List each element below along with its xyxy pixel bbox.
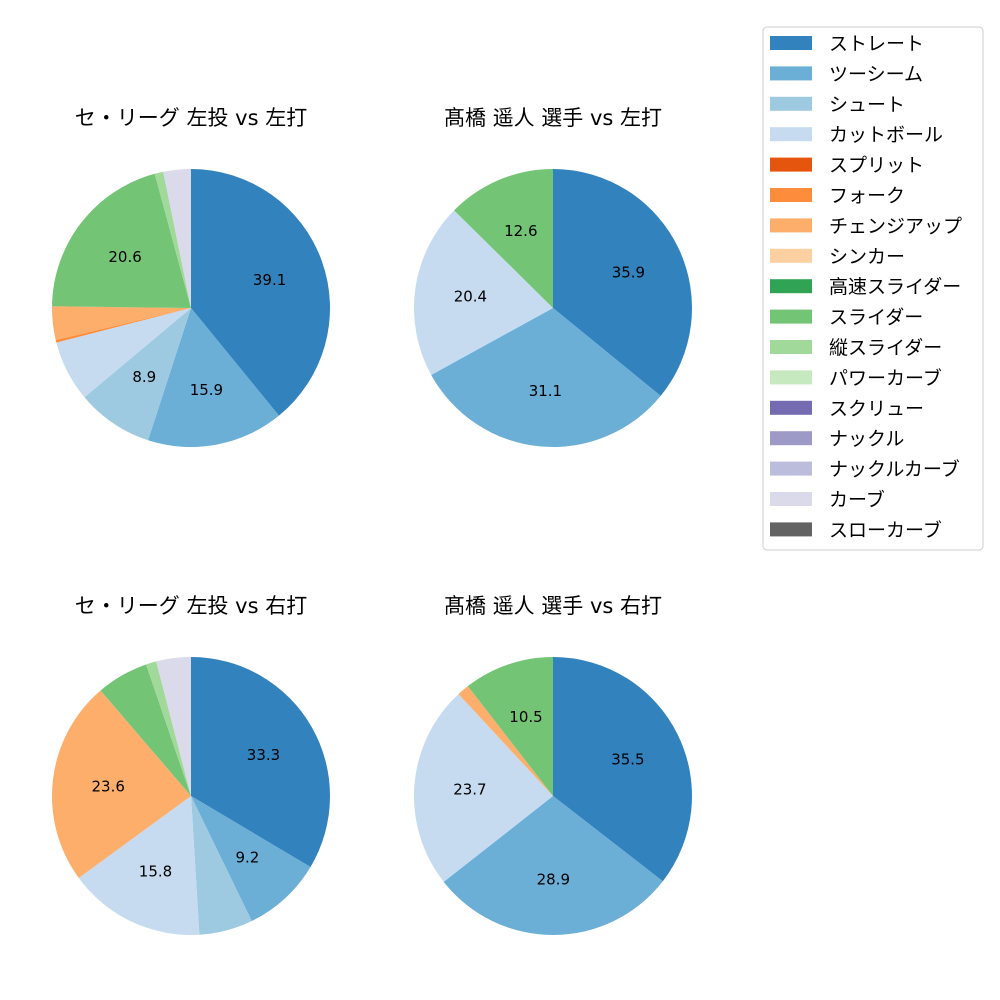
pie-slice-フォーク: [55, 308, 191, 343]
legend-label: スライダー: [829, 307, 923, 329]
legend: ストレートツーシームシュートカットボールスプリットフォークチェンジアップシンカー…: [762, 26, 984, 551]
legend-swatch: [770, 461, 812, 476]
legend-label: チェンジアップ: [829, 215, 962, 237]
legend-label: 縦スライダー: [829, 337, 942, 359]
pie-chart-1: セ・リーグ 左投 vs 左打 39.1 15.9 8.9 20.6: [51, 106, 331, 448]
slice-data-label: 12.6: [504, 222, 537, 240]
legend-swatch: [770, 157, 812, 172]
legend-label: ツーシーム: [829, 63, 923, 85]
legend-swatch: [770, 188, 812, 202]
chart-title: セ・リーグ 左投 vs 左打: [75, 106, 307, 130]
pie-slice-ツーシーム: [443, 796, 663, 935]
pie-slice-ストレート: [191, 169, 331, 416]
chart-title: セ・リーグ 左投 vs 右打: [75, 594, 307, 618]
legend-label: シンカー: [829, 246, 905, 268]
legend-swatch: [770, 431, 812, 446]
legend-label: スクリュー: [829, 398, 924, 420]
pie-slice-カーブ: [163, 169, 191, 308]
slice-data-label: 20.4: [454, 288, 487, 306]
chart-title: 髙橋 遥人 選手 vs 左打: [444, 106, 662, 130]
pie-slice-スライダー: [100, 664, 191, 796]
pie-slice-シュート: [84, 308, 191, 441]
slice-data-label: 35.5: [611, 750, 644, 768]
pie-slice-カーブ: [156, 657, 191, 796]
pie-slice-縦スライダー: [154, 171, 191, 308]
pie-slice-スライダー: [454, 169, 553, 308]
slice-data-label: 39.1: [253, 271, 286, 289]
pie-slice-カットボール: [78, 796, 200, 936]
legend-label: ストレート: [829, 33, 924, 55]
slice-data-label: 35.9: [612, 263, 645, 281]
legend-swatch: [770, 96, 812, 111]
slice-data-label: 8.9: [132, 368, 156, 386]
pie-slice-カットボール: [413, 210, 553, 375]
legend-swatch: [770, 66, 812, 81]
pie-slice-ツーシーム: [191, 796, 311, 922]
legend-label: 高速スライダー: [829, 276, 961, 298]
legend-swatch: [770, 36, 812, 50]
legend-swatch: [770, 309, 812, 324]
pie-slice-シュート: [191, 796, 252, 935]
pie-slice-ストレート: [191, 657, 331, 868]
slice-data-label: 15.8: [139, 863, 172, 881]
pie-slice-スライダー: [52, 173, 192, 308]
legend-swatch: [770, 400, 812, 415]
pie-slice-カットボール: [414, 694, 553, 882]
slice-data-label: 20.6: [108, 248, 141, 266]
legend-label: フォーク: [829, 185, 905, 207]
slice-data-label: 9.2: [235, 848, 259, 866]
pie-slice-縦スライダー: [146, 661, 191, 796]
legend-swatch: [770, 492, 812, 506]
legend-swatch: [770, 340, 812, 354]
legend-swatch: [770, 370, 812, 385]
legend-label: カーブ: [829, 488, 885, 511]
pie-chart-4: 髙橋 遥人 選手 vs 右打 35.5 28.9 23.7 10.5: [414, 594, 692, 935]
chart-title: 髙橋 遥人 選手 vs 右打: [444, 594, 662, 618]
pie-slice-チェンジアップ: [51, 306, 192, 341]
slice-data-label: 23.6: [91, 777, 124, 795]
legend-label: カットボール: [829, 124, 943, 146]
legend-frame: [762, 26, 984, 551]
legend-swatch: [770, 522, 812, 537]
slice-data-label: 28.9: [537, 870, 570, 888]
legend-label: ナックルカーブ: [829, 458, 960, 481]
legend-label: スローカーブ: [829, 518, 942, 541]
pie-slice-ストレート: [553, 169, 693, 396]
pie-chart-3: セ・リーグ 左投 vs 右打 33.3 9.2 15.8 23.6: [52, 594, 331, 936]
pie-slice-ツーシーム: [431, 308, 661, 448]
pie-chart-2: 髙橋 遥人 選手 vs 左打 35.9 31.1 20.4 12.6: [413, 106, 693, 448]
slice-data-label: 10.5: [509, 708, 542, 726]
slice-data-label: 23.7: [453, 781, 486, 799]
legend-label: ナックル: [829, 428, 904, 450]
legend-swatch: [770, 279, 812, 294]
slice-data-label: 33.3: [247, 746, 280, 764]
pie-slice-チェンジアップ: [52, 690, 192, 879]
slice-data-label: 15.9: [190, 381, 223, 399]
legend-label: スプリット: [829, 155, 924, 177]
pie-slice-スライダー: [467, 657, 553, 796]
pie-slice-ストレート: [553, 657, 692, 882]
legend-label: シュート: [829, 94, 905, 116]
pie-slice-カットボール: [56, 308, 192, 398]
legend-swatch: [770, 218, 812, 233]
pie-slice-チェンジアップ: [458, 686, 553, 796]
pie-slice-ツーシーム: [148, 308, 279, 448]
slice-data-label: 31.1: [529, 382, 562, 400]
legend-label: パワーカーブ: [829, 366, 942, 389]
legend-swatch: [770, 248, 812, 263]
legend-swatch: [770, 127, 812, 142]
